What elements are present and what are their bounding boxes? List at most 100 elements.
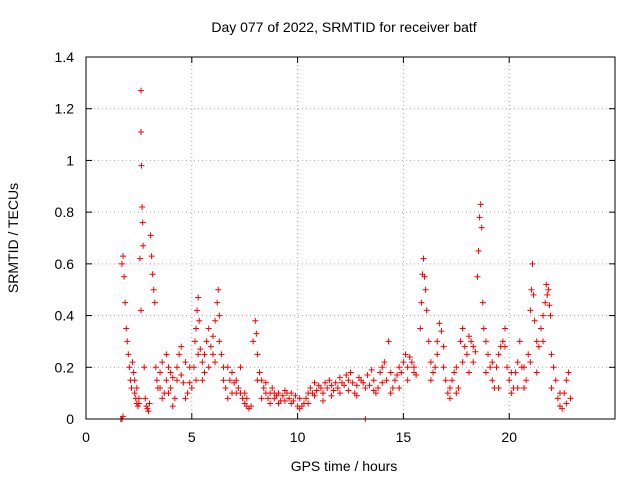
data-point	[122, 299, 129, 306]
data-point	[375, 384, 382, 391]
data-point	[139, 203, 146, 210]
data-point	[324, 384, 331, 391]
y-tick-label: 0.4	[55, 308, 75, 324]
data-point	[413, 372, 420, 379]
data-point	[148, 253, 155, 260]
data-point	[381, 359, 388, 366]
data-point	[186, 364, 193, 371]
data-point	[193, 325, 200, 332]
data-point	[457, 338, 464, 345]
data-point	[220, 377, 227, 384]
data-point	[136, 255, 143, 262]
data-point	[120, 413, 127, 420]
y-tick-label: 0.8	[55, 204, 75, 220]
data-point	[250, 338, 257, 345]
data-point	[387, 369, 394, 376]
data-point	[332, 379, 339, 386]
data-point	[290, 397, 297, 404]
data-point	[343, 372, 350, 379]
data-point	[543, 281, 550, 288]
data-point	[485, 351, 492, 358]
data-point	[311, 392, 318, 399]
data-point	[499, 338, 506, 345]
data-point	[508, 390, 515, 397]
data-point	[525, 351, 532, 358]
data-point	[548, 351, 555, 358]
data-point	[468, 338, 475, 345]
grid-lines	[86, 57, 615, 419]
data-point	[182, 359, 189, 366]
data-point	[275, 400, 282, 407]
data-point	[396, 364, 403, 371]
data-point	[364, 372, 371, 379]
y-tick-label: 1	[66, 152, 74, 168]
data-point	[319, 390, 326, 397]
data-point	[224, 364, 231, 371]
data-point	[153, 377, 160, 384]
data-point	[144, 405, 151, 412]
data-point	[465, 369, 472, 376]
data-point	[442, 377, 449, 384]
data-point	[145, 408, 152, 415]
data-point	[360, 379, 367, 386]
data-point	[544, 291, 551, 298]
data-point	[178, 372, 185, 379]
data-point	[322, 379, 329, 386]
data-point	[353, 382, 360, 389]
data-point	[139, 219, 146, 226]
data-point	[506, 377, 513, 384]
data-point	[408, 359, 415, 366]
data-point	[252, 317, 259, 324]
data-point	[167, 369, 174, 376]
data-point	[479, 299, 486, 306]
data-point	[131, 390, 138, 397]
data-point	[398, 369, 405, 376]
data-point	[563, 400, 570, 407]
data-point	[422, 286, 429, 293]
data-point	[186, 379, 193, 386]
x-axis-label: GPS time / hours	[291, 458, 398, 474]
data-point	[529, 260, 536, 267]
data-point	[347, 369, 354, 376]
data-point	[173, 364, 180, 371]
data-point	[224, 395, 231, 402]
data-point	[199, 359, 206, 366]
data-point	[254, 377, 261, 384]
data-point	[470, 359, 477, 366]
data-point	[149, 271, 156, 278]
data-point	[182, 395, 189, 402]
data-point	[176, 351, 183, 358]
data-point	[504, 364, 511, 371]
y-tick-label: 0.6	[55, 256, 75, 272]
data-point	[531, 317, 538, 324]
data-point	[135, 400, 142, 407]
data-point	[138, 307, 145, 314]
data-point	[432, 364, 439, 371]
data-point	[537, 325, 544, 332]
data-point	[434, 351, 441, 358]
data-point	[157, 384, 164, 391]
data-point	[565, 369, 572, 376]
data-point	[482, 369, 489, 376]
y-tick-label: 1.4	[55, 49, 75, 65]
data-point	[345, 387, 352, 394]
data-point	[134, 403, 141, 410]
data-point	[140, 242, 147, 249]
data-point	[203, 338, 210, 345]
data-point	[201, 351, 208, 358]
data-point	[133, 384, 140, 391]
data-point	[336, 374, 343, 381]
data-point	[199, 377, 206, 384]
data-point	[521, 384, 528, 391]
data-point	[253, 330, 260, 337]
y-tick-label: 0	[66, 411, 74, 427]
data-point	[430, 369, 437, 376]
data-point	[440, 343, 447, 350]
data-point	[477, 201, 484, 208]
data-point	[279, 392, 286, 399]
data-point	[296, 395, 303, 402]
data-point	[501, 343, 508, 350]
data-point	[495, 351, 502, 358]
data-point	[205, 364, 212, 371]
